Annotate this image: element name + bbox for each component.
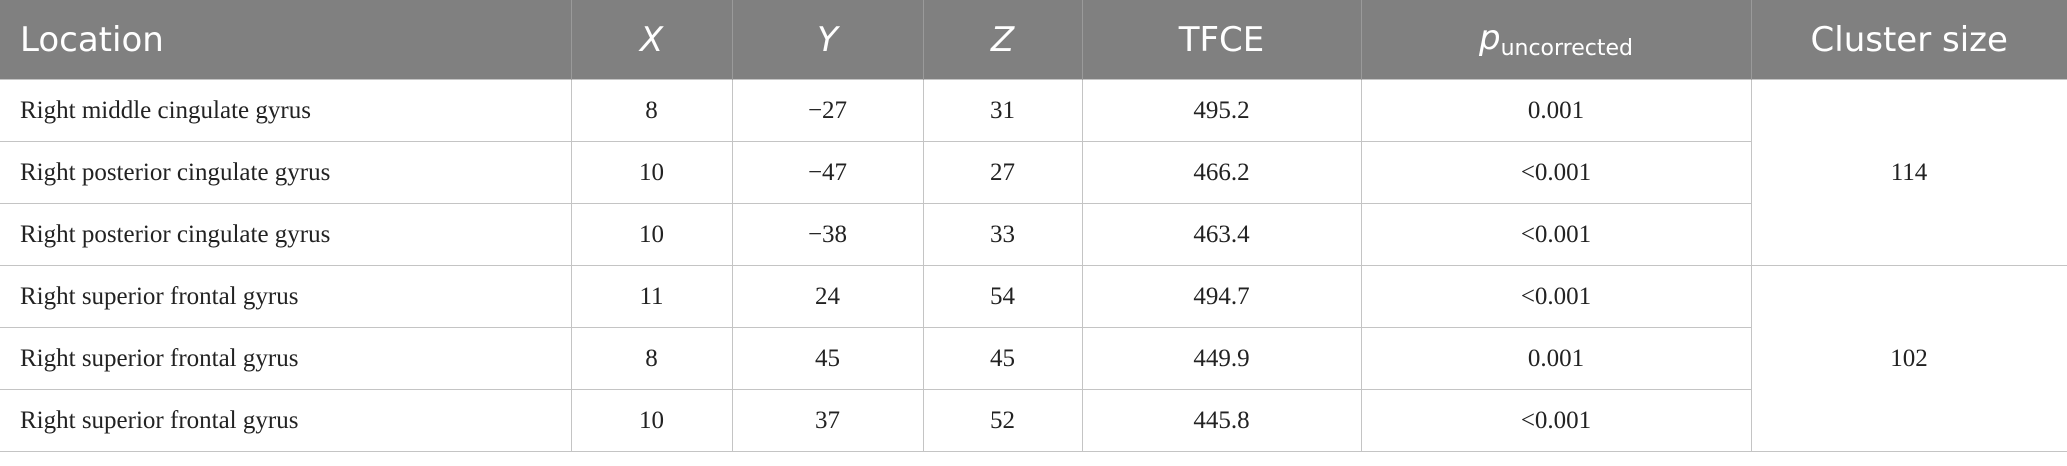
table-cell: 0.001 xyxy=(1360,79,1752,142)
header-cell: puncorrected xyxy=(1361,0,1752,80)
table-cell: 495.2 xyxy=(1081,79,1362,142)
table-cell: 27 xyxy=(922,141,1083,204)
table-cell: <0.001 xyxy=(1360,389,1752,452)
table-cell: −38 xyxy=(731,203,924,266)
table-cell: 11 xyxy=(570,265,733,328)
header-cell: Location xyxy=(0,0,572,80)
table-cell: 445.8 xyxy=(1081,389,1362,452)
header-cell: Cluster size xyxy=(1751,0,2067,80)
table-cell: −47 xyxy=(731,141,924,204)
table-row: Right posterior cingulate gyrus 10 −38 33 46… xyxy=(0,203,2067,266)
table-cell: −27 xyxy=(731,79,924,142)
header-subscript: uncorrected xyxy=(1500,36,1633,61)
table-cell: 10 xyxy=(570,203,733,266)
table-cell: Right superior frontal gyrus xyxy=(0,389,572,452)
table-cell: Right posterior cingulate gyrus xyxy=(0,141,572,204)
table-cell: 37 xyxy=(731,389,924,452)
table-row: Right posterior cingulate gyrus 10 −47 27 46… xyxy=(0,141,2067,204)
table-cell: <0.001 xyxy=(1360,203,1752,266)
table-cell: 45 xyxy=(922,327,1083,390)
cluster-size-cell: 102 xyxy=(1750,265,2067,452)
header-row: Location X Y Z TFCE puncorrected Cluster… xyxy=(0,0,2067,80)
table-cell: 31 xyxy=(922,79,1083,142)
table-cell: Right posterior cingulate gyrus xyxy=(0,203,572,266)
table-cell: 466.2 xyxy=(1081,141,1362,204)
table-row: Right middle cingulate gyrus 8 −27 31 495.2 0… xyxy=(0,79,2067,266)
table-cell: 463.4 xyxy=(1081,203,1362,266)
table-cell: 52 xyxy=(922,389,1083,452)
table-cell: <0.001 xyxy=(1360,265,1752,328)
table-row: Right superior frontal gyrus 10 37 52 445.8 <… xyxy=(0,389,2067,452)
table-cell: 10 xyxy=(570,141,733,204)
cluster-size-cell: 114 xyxy=(1750,79,2067,266)
header-text: p xyxy=(1478,18,1501,58)
table-cell: 33 xyxy=(922,203,1083,266)
table-cell: Right middle cingulate gyrus xyxy=(0,79,572,142)
results-table: Location X Y Z TFCE puncorrected Cluster… xyxy=(0,0,2067,452)
table-cell: Right superior frontal gyrus xyxy=(0,327,572,390)
table-cell: 8 xyxy=(570,79,733,142)
table-cell: 24 xyxy=(731,265,924,328)
table-cell: 54 xyxy=(922,265,1083,328)
table-body: Right middle cingulate gyrus 8 −27 31 495.2 0… xyxy=(0,79,2067,452)
table-cell: <0.001 xyxy=(1360,141,1752,204)
table-cell: 449.9 xyxy=(1081,327,1362,390)
table-cell: 494.7 xyxy=(1081,265,1362,328)
table-cell: 0.001 xyxy=(1360,327,1752,390)
table-cell: 10 xyxy=(570,389,733,452)
header-cell: Z xyxy=(923,0,1083,80)
header-cell: TFCE xyxy=(1082,0,1362,80)
table-cell: 45 xyxy=(731,327,924,390)
table-row: Right superior frontal gyrus 11 24 54 494.7 <… xyxy=(0,265,2067,452)
table-cell: Right superior frontal gyrus xyxy=(0,265,572,328)
header-cell: Y xyxy=(732,0,924,80)
table-cell: 8 xyxy=(570,327,733,390)
header-cell: X xyxy=(571,0,733,80)
